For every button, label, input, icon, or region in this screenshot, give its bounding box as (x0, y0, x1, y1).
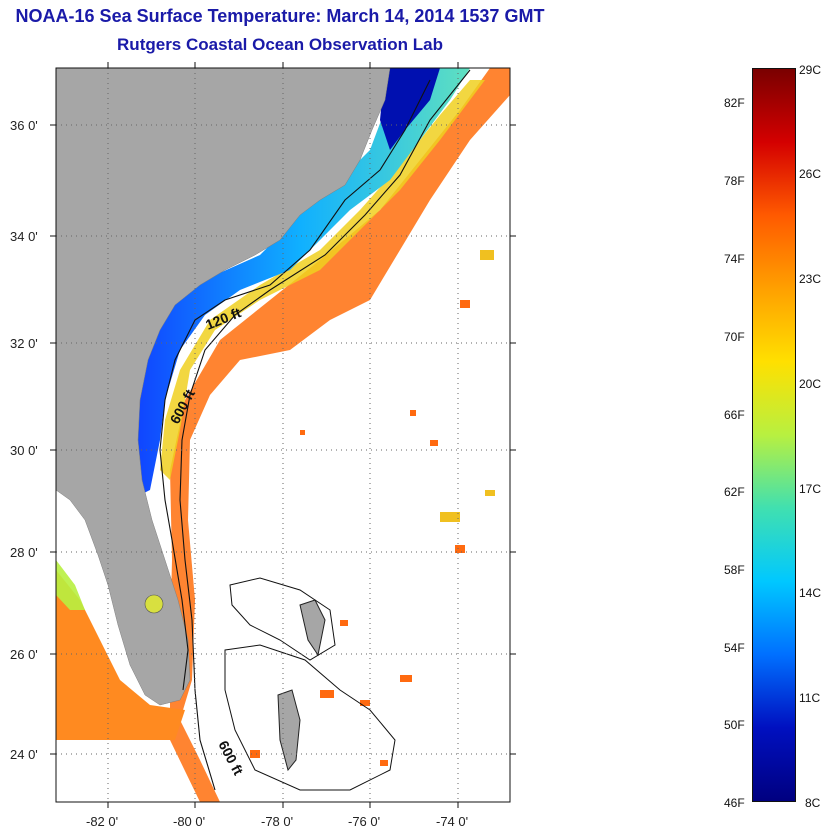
lat-label-24: 24 0' (10, 747, 38, 762)
lon-label-82: -82 0' (86, 814, 118, 829)
cb-f-54: 54F (724, 641, 745, 655)
cb-c-8: 8C (805, 796, 821, 810)
shelf-cold-water (130, 68, 470, 500)
contour-600ft (179, 69, 471, 791)
lat-label-28: 28 0' (10, 545, 38, 560)
contour-bahamas-2 (224, 644, 396, 791)
cb-f-62: 62F (724, 485, 745, 499)
cb-c-26: 26C (799, 167, 822, 181)
cb-c-20: 20C (799, 377, 822, 391)
lat-label-30: 30 0' (10, 443, 38, 458)
cb-c-29: 29C (799, 63, 822, 77)
map-title: NOAA-16 Sea Surface Temperature: March 1… (15, 6, 545, 26)
cb-c-14: 14C (799, 586, 822, 600)
cb-f-78: 78F (724, 174, 745, 188)
contour-bahamas-1 (229, 577, 336, 661)
cb-f-46: 46F (724, 796, 745, 810)
offshore-warm-patches (250, 300, 470, 766)
lat-label-34: 34 0' (10, 229, 38, 244)
cb-f-50: 50F (724, 718, 745, 732)
cold-core-hatteras (380, 68, 440, 150)
map-subtitle: Rutgers Coastal Ocean Observation Lab (117, 35, 443, 54)
lon-label-76: -76 0' (348, 814, 380, 829)
temperature-colorbar (752, 68, 796, 802)
shelf-edge-fringe (160, 80, 485, 480)
lat-label-26: 26 0' (10, 647, 38, 662)
cb-f-66: 66F (724, 408, 745, 422)
bahamas-island-1 (277, 689, 301, 772)
cb-f-82: 82F (724, 96, 745, 110)
cb-f-74: 74F (724, 252, 745, 266)
offshore-yellow-patches (440, 250, 495, 522)
lat-label-32: 32 0' (10, 336, 38, 351)
gulf-warm-fringe (56, 560, 85, 610)
lake-okeechobee (144, 594, 164, 614)
gulf-warm-water (56, 570, 185, 740)
contour-120ft (159, 79, 431, 691)
graticule (56, 68, 510, 802)
land-mass (56, 68, 391, 706)
bahamas-island-2 (299, 599, 326, 657)
cb-f-58: 58F (724, 563, 745, 577)
cb-c-23: 23C (799, 272, 822, 286)
lon-label-74: -74 0' (436, 814, 468, 829)
lon-label-78: -78 0' (261, 814, 293, 829)
cb-c-17: 17C (799, 482, 822, 496)
lat-label-36: 36 0' (10, 118, 38, 133)
cb-c-11: 11C (799, 691, 821, 705)
lon-label-80: -80 0' (173, 814, 205, 829)
cb-f-70: 70F (724, 330, 745, 344)
frame-ticks (50, 62, 516, 808)
